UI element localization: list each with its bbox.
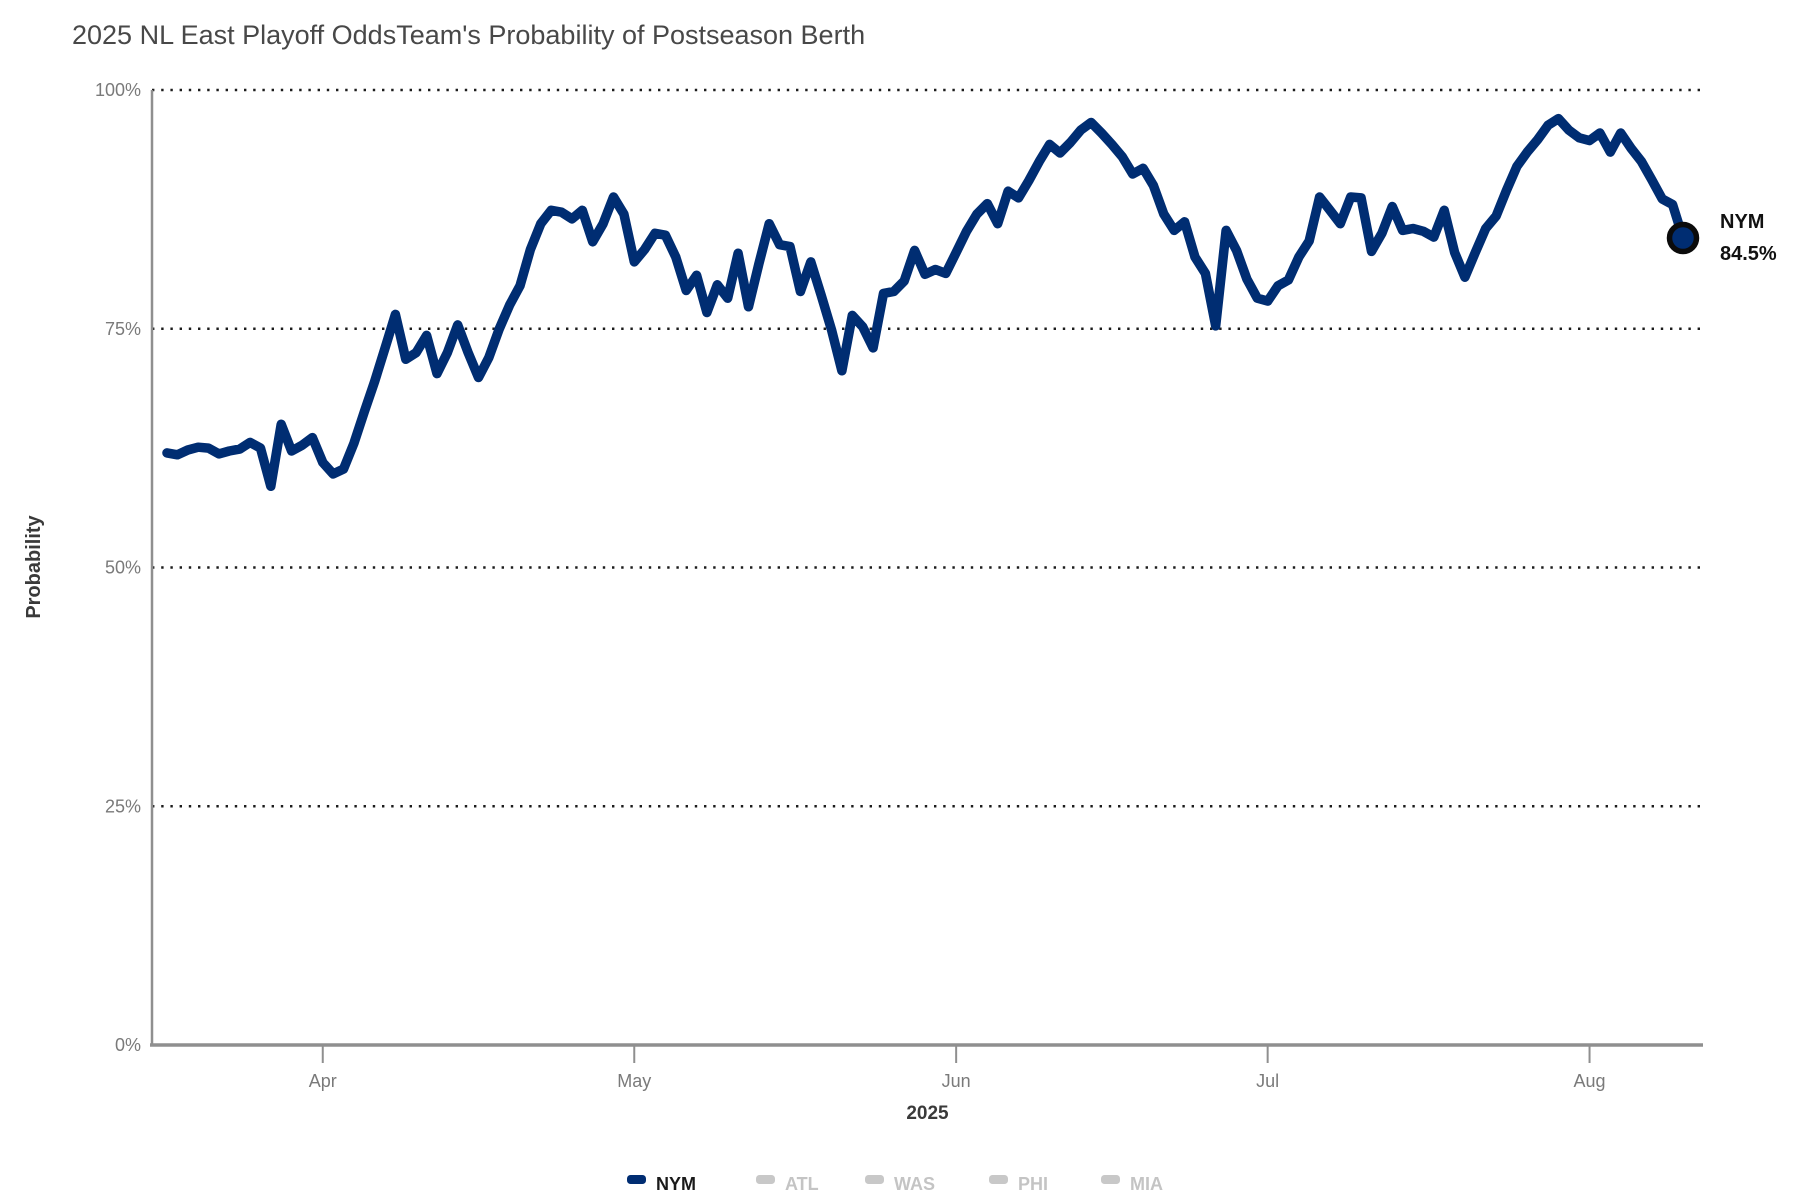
legend-swatch-was (865, 1175, 884, 1184)
x-tick-label-apr: Apr (309, 1071, 337, 1091)
legend-label-atl: ATL (785, 1174, 819, 1194)
legend-label-mia: MIA (1130, 1174, 1163, 1194)
y-axis-tick-labels: 100% 75% 50% 25% 0% (95, 80, 141, 1055)
chart-title: 2025 NL East Playoff OddsTeam's Probabil… (72, 20, 865, 50)
y-tick-label-0: 0% (115, 1035, 141, 1055)
y-axis-title: Probability (23, 514, 45, 618)
y-tick-label-100: 100% (95, 80, 141, 100)
legend-item-atl[interactable]: ATL (756, 1174, 819, 1194)
x-tick-label-may: May (617, 1071, 651, 1091)
x-tick-label-jun: Jun (942, 1071, 971, 1091)
x-tick-label-jul: Jul (1256, 1071, 1279, 1091)
legend-label-phi: PHI (1018, 1174, 1048, 1194)
end-label-team: NYM (1720, 211, 1764, 233)
legend-swatch-nym (627, 1175, 646, 1184)
gridlines (152, 88, 1703, 808)
legend-label-nym: NYM (656, 1174, 696, 1194)
legend-swatch-phi (989, 1175, 1008, 1184)
x-tick-label-aug: Aug (1574, 1071, 1606, 1091)
y-tick-label-50: 50% (105, 558, 141, 578)
legend-item-was[interactable]: WAS (865, 1174, 935, 1194)
end-label-value: 84.5% (1720, 243, 1777, 265)
legend-swatch-mia (1101, 1175, 1120, 1184)
y-tick-label-75: 75% (105, 319, 141, 339)
legend-item-phi[interactable]: PHI (989, 1174, 1048, 1194)
legend-swatch-atl (756, 1175, 775, 1184)
legend-item-mia[interactable]: MIA (1101, 1174, 1163, 1194)
legend: NYM ATL WAS PHI MIA (627, 1174, 1163, 1194)
legend-item-nym[interactable]: NYM (627, 1174, 696, 1194)
y-tick-label-25: 25% (105, 796, 141, 816)
nym-series-line (162, 113, 1688, 492)
x-axis-year-label: 2025 (906, 1103, 949, 1124)
x-axis-ticks: Apr May Jun Jul Aug (309, 1046, 1606, 1091)
nym-end-marker (1666, 221, 1700, 255)
legend-label-was: WAS (894, 1174, 935, 1194)
